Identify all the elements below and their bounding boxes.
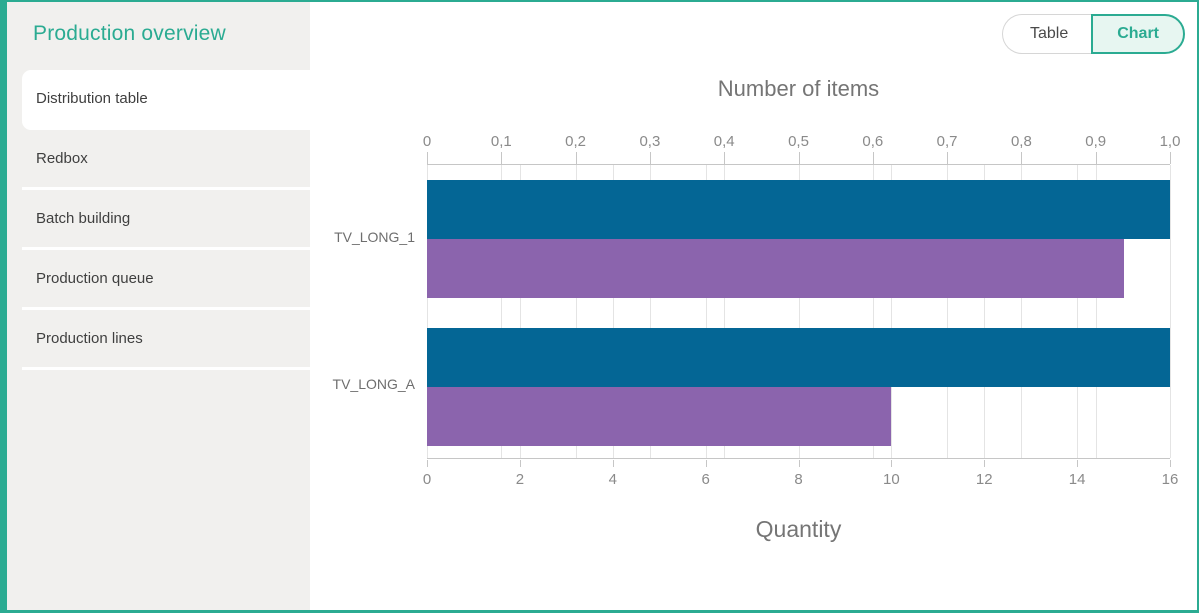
top-gridline <box>872 165 874 458</box>
axis-tick-label: 0,8 <box>1010 133 1032 150</box>
top-axis-labels: 0 0,1 0,2 0,3 0,4 0,5 0,6 0,7 0,8 0,9 1,0 <box>423 133 1181 151</box>
axis-tick <box>798 152 800 164</box>
bottom-gridline <box>798 165 800 458</box>
top-axis-ticks <box>427 152 1171 164</box>
axis-tick <box>1021 152 1023 164</box>
sidebar-item-label: Batch building <box>36 210 131 227</box>
axis-tick-label: 10 <box>883 471 900 488</box>
bottom-gridline <box>519 165 521 458</box>
bottom-gridline <box>1170 165 1171 458</box>
axis-tick-label: 0,5 <box>788 133 809 150</box>
axis-tick <box>1095 152 1097 164</box>
bottom-axis-labels: 0 2 4 6 8 10 12 14 16 <box>423 471 1179 489</box>
bottom-gridline <box>427 165 428 458</box>
bar-top-series[interactable] <box>427 180 1170 239</box>
top-gridline <box>1095 165 1097 458</box>
category-label: TV_LONG_1 <box>334 228 415 245</box>
axis-tick-label: 0,4 <box>713 133 735 150</box>
chart-toggle-button[interactable]: Chart <box>1091 14 1185 54</box>
axis-tick-label: 0,7 <box>936 133 958 150</box>
axis-tick-label: 8 <box>794 471 803 488</box>
axis-tick <box>612 460 614 467</box>
axis-tick <box>872 152 874 164</box>
axis-tick <box>1077 460 1079 467</box>
page-title: Production overview <box>33 22 226 45</box>
chart-title: Number of items <box>717 76 880 101</box>
bottom-gridline <box>1077 165 1079 458</box>
axis-tick <box>705 460 707 467</box>
axis-tick <box>798 460 800 467</box>
sidebar-item-distribution-table[interactable]: Distribution table <box>22 70 310 130</box>
top-gridline <box>1021 165 1023 458</box>
sidebar-item-production-lines[interactable]: Production lines <box>22 310 310 370</box>
axis-tick <box>519 460 521 467</box>
bar-top-series[interactable] <box>427 327 1170 387</box>
axis-tick <box>575 152 577 164</box>
sidebar-item-batch-building[interactable]: Batch building <box>22 190 310 250</box>
table-toggle-button[interactable]: Table <box>1001 14 1092 54</box>
sidebar-item-label: Production queue <box>36 270 154 287</box>
axis-tick <box>984 460 986 467</box>
axis-tick-label: 1,0 <box>1159 133 1181 150</box>
axis-tick-label: 0,2 <box>565 133 587 150</box>
bar-bottom-series[interactable] <box>427 239 1124 298</box>
axis-tick-label: 12 <box>975 471 993 488</box>
sidebar: Production overview Distribution table R… <box>7 2 310 610</box>
axis-tick <box>1170 152 1171 164</box>
top-gridline <box>947 165 949 458</box>
chart-area: Table Chart Number of items 0 0,1 0,2 0,3 0,… <box>310 2 1197 610</box>
axis-tick <box>724 152 726 164</box>
sidebar-item-label: Distribution table <box>36 90 148 107</box>
sidebar-nav: Distribution table Redbox Batch building… <box>7 70 310 370</box>
plot-area <box>427 164 1171 459</box>
category-label: TV_LONG_A <box>332 376 415 393</box>
sidebar-item-label: Redbox <box>36 150 88 167</box>
axis-tick-label: 6 <box>701 471 710 488</box>
bottom-gridline <box>705 165 707 458</box>
axis-tick <box>947 152 949 164</box>
axis-tick <box>501 152 503 164</box>
axis-tick <box>891 460 893 467</box>
top-gridline <box>724 165 726 458</box>
axis-tick <box>427 152 428 164</box>
axis-tick-label: 0,3 <box>639 133 661 150</box>
axis-tick-label: 0,6 <box>862 133 884 150</box>
bottom-axis-ticks <box>427 460 1171 467</box>
axis-tick-label: 4 <box>608 471 617 488</box>
axis-tick-label: 0 <box>422 471 432 488</box>
view-toggle: Table Chart <box>1001 14 1185 54</box>
axis-tick-label: 14 <box>1068 471 1086 488</box>
bottom-gridline <box>891 165 893 458</box>
top-gridline <box>501 165 503 458</box>
axis-tick-label: 0,9 <box>1085 133 1107 150</box>
axis-tick-label: 0 <box>422 133 432 150</box>
axis-tick-label: 2 <box>515 471 525 488</box>
bar-bottom-series[interactable] <box>427 386 892 446</box>
axis-tick <box>427 460 428 467</box>
sidebar-item-label: Production lines <box>36 330 143 347</box>
sidebar-item-production-queue[interactable]: Production queue <box>22 250 310 310</box>
bottom-gridline <box>984 165 986 458</box>
axis-tick <box>1170 460 1171 467</box>
top-gridline <box>649 165 651 458</box>
bottom-gridline <box>612 165 614 458</box>
axis-tick-label: 16 <box>1161 471 1179 488</box>
axis-tick-label: 0,1 <box>490 133 512 150</box>
bottom-axis-title: Quantity <box>755 516 842 542</box>
axis-tick <box>649 152 651 164</box>
sidebar-item-redbox[interactable]: Redbox <box>22 130 310 190</box>
top-gridline <box>575 165 577 458</box>
